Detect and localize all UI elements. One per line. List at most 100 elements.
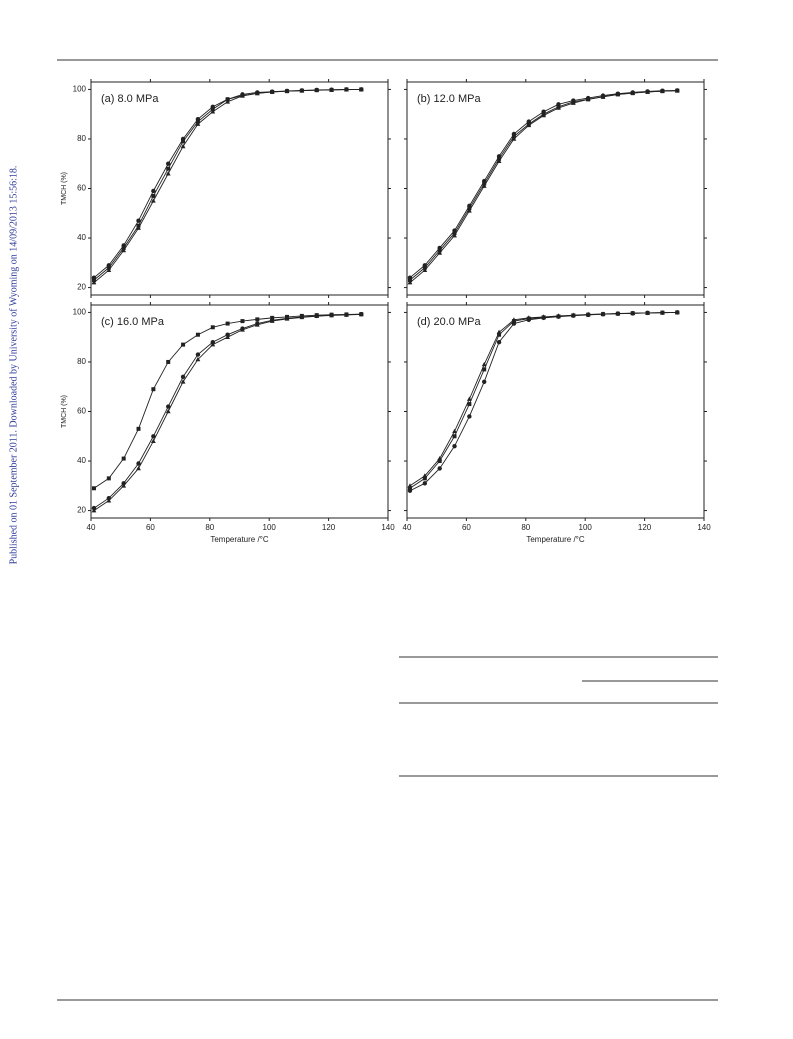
marker — [210, 109, 216, 114]
series-line — [409, 90, 678, 283]
marker — [121, 247, 127, 253]
marker — [150, 438, 156, 444]
marker — [541, 314, 547, 319]
series-line — [93, 313, 362, 509]
marker — [180, 374, 186, 380]
marker — [481, 183, 487, 188]
panel-annotation: (c) 16.0 MPa — [101, 316, 165, 328]
y-tick-label: 60 — [77, 184, 86, 193]
marker — [240, 93, 245, 98]
marker — [422, 473, 428, 478]
marker — [511, 136, 517, 141]
y-axis-label: TMCH (%) — [61, 395, 68, 428]
x-tick-label: 120 — [322, 523, 336, 532]
x-axis-label: Temperature /°C — [210, 535, 269, 544]
marker — [165, 171, 171, 176]
marker — [600, 311, 606, 316]
marker — [180, 379, 186, 384]
marker — [344, 312, 349, 317]
series-line — [409, 90, 678, 281]
marker — [180, 143, 186, 149]
marker — [674, 309, 680, 315]
marker — [437, 455, 443, 461]
marker — [270, 315, 275, 320]
marker — [511, 131, 517, 137]
marker — [151, 193, 156, 198]
marker — [645, 310, 650, 315]
y-axis-label: TMCH (%) — [61, 172, 68, 205]
marker — [497, 332, 502, 337]
marker — [284, 316, 290, 321]
marker — [136, 461, 141, 466]
marker — [165, 408, 171, 414]
marker — [660, 88, 665, 93]
marker — [556, 102, 561, 107]
marker — [269, 318, 275, 323]
marker — [166, 161, 171, 166]
marker — [570, 312, 576, 317]
marker — [600, 94, 606, 99]
marker — [466, 208, 472, 213]
marker — [106, 498, 112, 503]
series-line — [409, 311, 678, 489]
marker — [407, 483, 413, 488]
series-line — [93, 88, 362, 279]
y-tick-label: 40 — [77, 233, 86, 242]
marker — [195, 356, 201, 362]
marker — [329, 87, 334, 92]
marker — [482, 379, 487, 384]
chart-panel: (b) 12.0 MPa — [404, 79, 707, 298]
marker — [255, 317, 260, 322]
marker — [452, 434, 457, 439]
marker — [645, 89, 650, 94]
marker — [496, 329, 502, 335]
marker — [422, 267, 428, 273]
marker — [225, 321, 230, 326]
panel-annotation: (a) 8.0 MPa — [101, 93, 159, 105]
x-tick-label: 40 — [87, 523, 96, 532]
marker — [481, 361, 487, 367]
marker — [136, 426, 141, 431]
chart-panel: 40 60 80 100 120 140 Temperature /°C (d) 20.0 M… — [403, 302, 711, 544]
marker — [437, 459, 442, 464]
y-tick-label: 60 — [77, 407, 86, 416]
marker — [585, 311, 591, 317]
marker — [299, 314, 305, 320]
marker — [496, 154, 502, 159]
plot-frame — [90, 304, 389, 519]
plot-frame — [90, 81, 389, 296]
marker — [91, 507, 97, 513]
marker — [254, 322, 260, 327]
x-tick-label: 80 — [205, 523, 214, 532]
marker — [136, 225, 141, 230]
marker — [556, 313, 561, 318]
marker — [314, 87, 320, 92]
marker — [151, 434, 156, 439]
marker — [437, 250, 443, 255]
marker — [407, 488, 413, 493]
marker — [121, 483, 127, 488]
marker — [526, 119, 531, 124]
marker — [344, 87, 349, 92]
marker — [151, 188, 156, 194]
marker — [358, 86, 364, 92]
marker — [407, 275, 413, 280]
series-line — [409, 89, 678, 279]
marker — [181, 342, 186, 347]
marker — [91, 275, 97, 280]
marker — [630, 90, 636, 95]
marker — [299, 88, 305, 93]
series-line — [93, 313, 362, 511]
plot-frame — [406, 81, 705, 296]
x-tick-label: 100 — [263, 523, 277, 532]
marker — [437, 466, 442, 471]
marker — [210, 104, 215, 109]
marker — [630, 310, 636, 315]
marker — [585, 96, 591, 102]
marker — [556, 105, 561, 110]
x-axis-label: Temperature /°C — [526, 535, 585, 544]
marker — [358, 311, 364, 317]
marker — [541, 109, 546, 114]
marker — [482, 178, 487, 184]
